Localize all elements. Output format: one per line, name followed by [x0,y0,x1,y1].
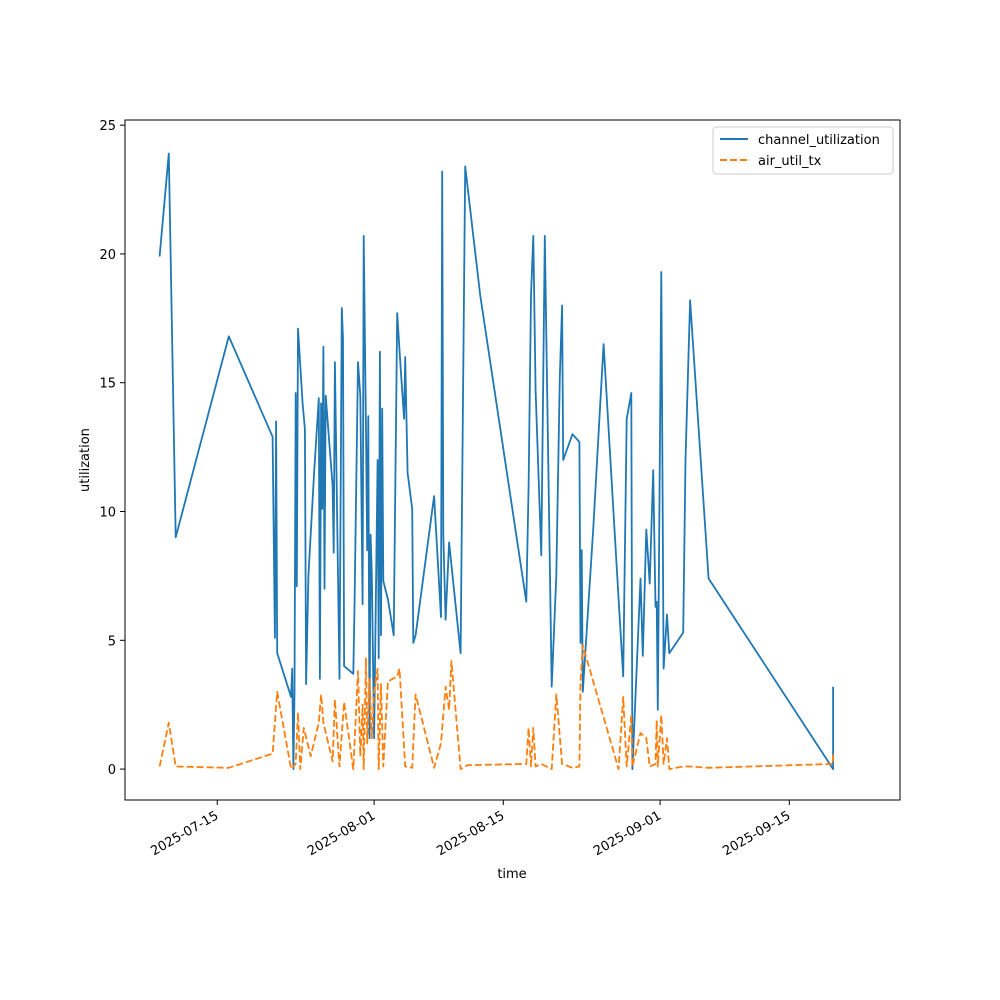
series-layer [158,152,834,770]
legend-label-air-util-tx: air_util_tx [758,154,822,169]
x-tick-label: 2025-07-15 [148,808,221,859]
plot-area [125,120,900,800]
y-tick-label: 0 [108,763,116,778]
series-line-air-util-tx [158,644,834,770]
x-tick-label: 2025-09-15 [720,808,793,859]
y-tick-label: 15 [99,377,116,392]
legend-box [712,126,894,175]
plot-frame [124,119,901,801]
y-tick-label: 10 [99,506,116,521]
y-tick-label: 20 [99,248,116,263]
y-axis: 0 5 10 15 20 25 [99,119,125,778]
x-tick-label: 2025-08-15 [434,808,507,859]
legend: channel_utilization air_util_tx [712,126,894,175]
y-axis-label: utilization [78,428,93,492]
x-tick-label: 2025-08-01 [305,808,378,859]
x-axis-label: time [497,867,526,882]
legend-label-channel-utilization: channel_utilization [758,133,880,148]
series-line-channel-utilization [158,152,834,770]
x-tick-label: 2025-09-01 [591,808,664,859]
x-axis: 2025-07-15 2025-08-01 2025-08-15 2025-09-01… [148,800,793,859]
y-tick-label: 5 [108,634,116,649]
y-tick-label: 25 [99,119,116,134]
